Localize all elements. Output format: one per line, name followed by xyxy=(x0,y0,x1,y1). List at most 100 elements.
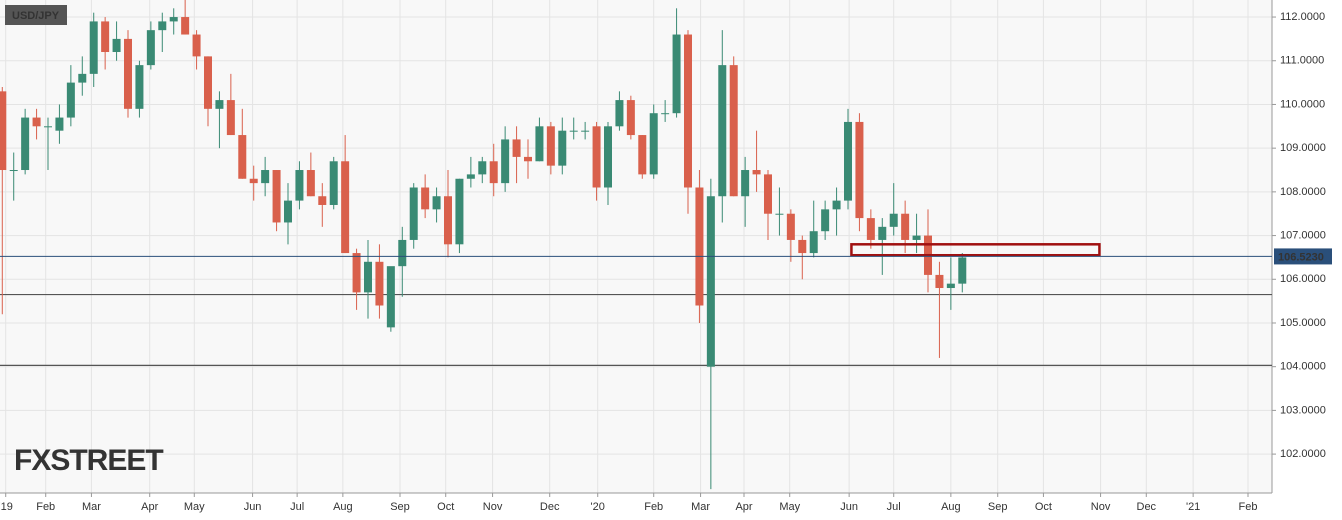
candle-body xyxy=(169,17,178,22)
x-tick-label: May xyxy=(184,501,205,513)
y-tick-label: 104.0000 xyxy=(1280,361,1326,373)
x-tick-label: Jul xyxy=(290,501,304,513)
candle-body xyxy=(706,196,715,367)
x-tick-label: Feb xyxy=(644,501,663,513)
candle-body xyxy=(272,170,281,223)
candle-body xyxy=(546,126,555,166)
candle-body xyxy=(832,200,841,210)
candle-body xyxy=(535,126,544,162)
x-tick-label: Apr xyxy=(141,501,158,513)
candle-body xyxy=(101,21,110,53)
y-tick-label: 111.0000 xyxy=(1280,55,1324,67)
candle-body xyxy=(238,135,247,179)
candle-body xyxy=(912,235,921,240)
candle-body xyxy=(581,130,590,132)
candle-body xyxy=(226,100,235,136)
candle-body xyxy=(501,139,510,184)
candle-body xyxy=(729,65,738,197)
candle-body xyxy=(192,34,201,57)
candle-body xyxy=(752,170,761,175)
candle-body xyxy=(295,170,304,201)
last-price-label: 106.5230 xyxy=(1278,251,1324,263)
x-tick-label: '21 xyxy=(1186,501,1200,513)
candle-body xyxy=(135,65,144,109)
candle-body xyxy=(638,135,647,175)
candle-body xyxy=(146,30,155,66)
candle-body xyxy=(741,170,750,197)
x-tick-label: Feb xyxy=(1239,501,1258,513)
candle-body xyxy=(935,274,944,289)
candle-body xyxy=(284,200,292,223)
candle-body xyxy=(466,174,475,179)
x-tick-label: Dec xyxy=(540,501,560,513)
candle-body xyxy=(66,82,75,118)
x-tick-label: Nov xyxy=(483,501,503,513)
candle-body xyxy=(44,126,52,128)
candle-body xyxy=(878,226,887,240)
y-tick-label: 109.0000 xyxy=(1280,142,1326,154)
candle-body xyxy=(375,261,384,306)
candle-body xyxy=(844,121,852,201)
x-tick-label: Sep xyxy=(988,501,1008,513)
x-tick-label: Jun xyxy=(244,501,262,513)
candle-body xyxy=(946,283,955,289)
candle-body xyxy=(764,174,772,214)
candle-body xyxy=(489,161,498,184)
last-price-box xyxy=(1274,248,1332,265)
x-tick-label: Aug xyxy=(333,501,353,513)
candle-body xyxy=(889,213,898,227)
candle-body xyxy=(855,121,864,219)
y-tick-label: 106.0000 xyxy=(1280,273,1326,285)
candle-body xyxy=(204,56,212,109)
candle-body xyxy=(158,21,167,31)
candle-body xyxy=(821,209,830,232)
candle-body xyxy=(89,21,98,74)
candle-body xyxy=(569,130,578,132)
watermark: FXSTREET xyxy=(14,444,163,477)
candle-body xyxy=(592,126,601,188)
candle-body xyxy=(775,213,784,215)
candle-body xyxy=(249,178,258,184)
candle-body xyxy=(901,213,910,240)
candle-body xyxy=(604,126,612,188)
candle-body xyxy=(306,170,315,197)
candle-body xyxy=(444,196,452,245)
candle-body xyxy=(318,196,327,205)
candle-body xyxy=(329,161,338,205)
candle-body xyxy=(112,38,121,53)
plot-background xyxy=(0,0,1272,493)
x-tick-label: Sep xyxy=(390,501,410,513)
candle-body xyxy=(352,253,361,293)
candle-body xyxy=(421,187,430,210)
candle-body xyxy=(398,239,407,267)
candle-body xyxy=(261,170,270,184)
x-tick-label: Jun xyxy=(840,501,858,513)
candle-body xyxy=(558,130,567,166)
candle-body xyxy=(684,34,692,188)
candle-body xyxy=(409,187,418,240)
candle-body xyxy=(626,100,635,136)
x-tick-label: Dec xyxy=(1137,501,1157,513)
y-tick-label: 112.0000 xyxy=(1280,11,1325,23)
y-tick-label: 108.0000 xyxy=(1280,186,1326,198)
x-tick-label: Mar xyxy=(82,501,101,513)
y-tick-label: 107.0000 xyxy=(1280,229,1326,241)
x-tick-label: Feb xyxy=(36,501,55,513)
x-tick-label: '20 xyxy=(591,501,605,513)
candle-body xyxy=(615,100,624,127)
candle-body xyxy=(672,34,681,114)
title-box xyxy=(5,5,67,25)
candle-body xyxy=(809,231,818,254)
candle-body xyxy=(0,91,7,171)
candle-body xyxy=(55,117,64,131)
candle-body xyxy=(215,100,224,109)
x-tick-label: Mar xyxy=(691,501,710,513)
candle-body xyxy=(524,156,532,162)
x-tick-label: Nov xyxy=(1091,501,1111,513)
candle-body xyxy=(364,261,372,293)
candle-body xyxy=(512,139,521,157)
x-tick-label: Aug xyxy=(941,501,961,513)
candle-body xyxy=(341,161,350,254)
